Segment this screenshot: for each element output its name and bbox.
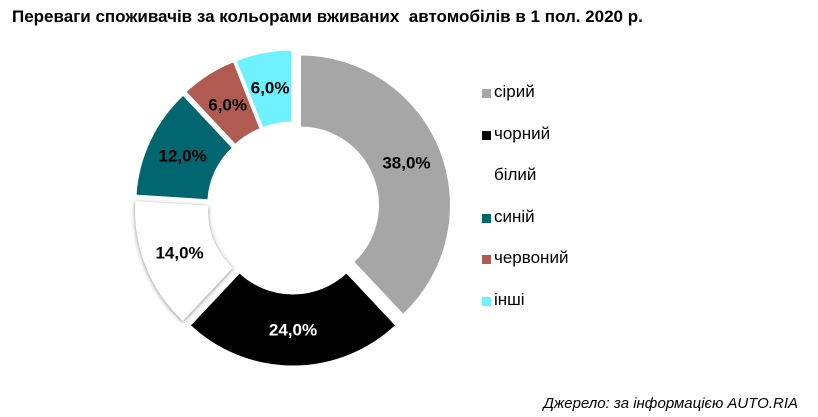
legend-label: синій [494, 206, 535, 226]
legend-label: інші [494, 289, 525, 309]
chart-title: Переваги споживачів за кольорами вживани… [12, 7, 643, 26]
legend-label: червоний [494, 248, 569, 267]
data-label-2: 14,0% [155, 243, 203, 262]
data-label-1: 24,0% [269, 321, 317, 340]
donut-slice-1 [189, 272, 397, 367]
legend-swatch [482, 89, 491, 98]
data-label-3: 12,0% [159, 147, 207, 166]
donut-slice-4 [185, 61, 261, 146]
legend-swatch [482, 255, 491, 264]
donut-slice-2 [135, 200, 233, 321]
donut-slice-3 [135, 94, 234, 201]
donut-slice-5 [235, 49, 293, 129]
legend-label: сірий [494, 82, 535, 101]
data-label-4: 6,0% [208, 95, 247, 114]
data-label-5: 6,0% [251, 79, 290, 98]
legend-swatch [482, 296, 491, 306]
legend-label: білий [494, 165, 537, 184]
legend-label: чорний [494, 123, 551, 143]
source-note: Джерело: за інформацією AUTO.RIA [543, 395, 798, 412]
legend-swatch [482, 213, 491, 223]
legend-swatch [482, 130, 491, 140]
data-label-0: 38,0% [382, 154, 430, 173]
donut-slice-0 [299, 54, 451, 316]
